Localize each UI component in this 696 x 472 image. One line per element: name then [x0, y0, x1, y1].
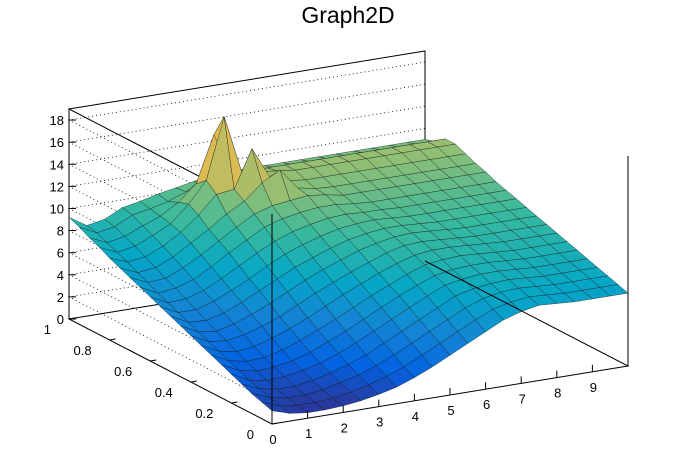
- box-frame-front: [271, 156, 630, 425]
- z-tick-label: 10: [50, 201, 64, 216]
- x-axis: 0 1 2 3 4 5 6 7 8 9: [269, 364, 597, 447]
- y-tick-label: 0: [247, 427, 254, 442]
- x-tick-label: 9: [590, 380, 597, 395]
- y-tick: [231, 401, 238, 404]
- x-tick-label: 2: [341, 420, 348, 435]
- x-tick-label: 7: [519, 391, 526, 406]
- x-tick-label: 6: [483, 397, 490, 412]
- z-axis: 0 2 4 6 8 10 12 14 16 18: [50, 113, 76, 327]
- x-tick-label: 0: [269, 432, 276, 447]
- y-tick-label: 1: [44, 322, 51, 337]
- z-tick-label: 2: [57, 290, 64, 305]
- y-tick-label: 0.4: [155, 385, 173, 400]
- z-tick-label: 4: [57, 268, 64, 283]
- z-tick-label: 8: [57, 224, 64, 239]
- z-tick-label: 14: [50, 157, 64, 172]
- x-tick-label: 5: [447, 403, 454, 418]
- y-tick-label: 0.8: [74, 343, 92, 358]
- surface-mesh: [68, 116, 629, 414]
- y-tick: [150, 359, 157, 362]
- z-tick-label: 18: [50, 113, 64, 128]
- x-tick-label: 3: [376, 415, 383, 430]
- z-tick-label: 12: [50, 179, 64, 194]
- chart-title: Graph2D: [301, 2, 395, 28]
- y-tick-label: 0.6: [114, 364, 132, 379]
- y-tick: [271, 422, 279, 425]
- x-tick-label: 1: [305, 426, 312, 441]
- x-tick-label: 8: [554, 386, 561, 401]
- y-tick: [190, 380, 197, 383]
- y-axis: 0 0.2 0.4 0.6 0.8 1: [44, 317, 279, 442]
- z-tick-label: 16: [50, 135, 64, 150]
- x-tick-label: 4: [412, 409, 419, 424]
- y-tick: [109, 338, 116, 341]
- z-tick-label: 6: [57, 246, 64, 261]
- z-tick-label: 0: [57, 312, 64, 327]
- y-tick-label: 0.2: [195, 406, 213, 421]
